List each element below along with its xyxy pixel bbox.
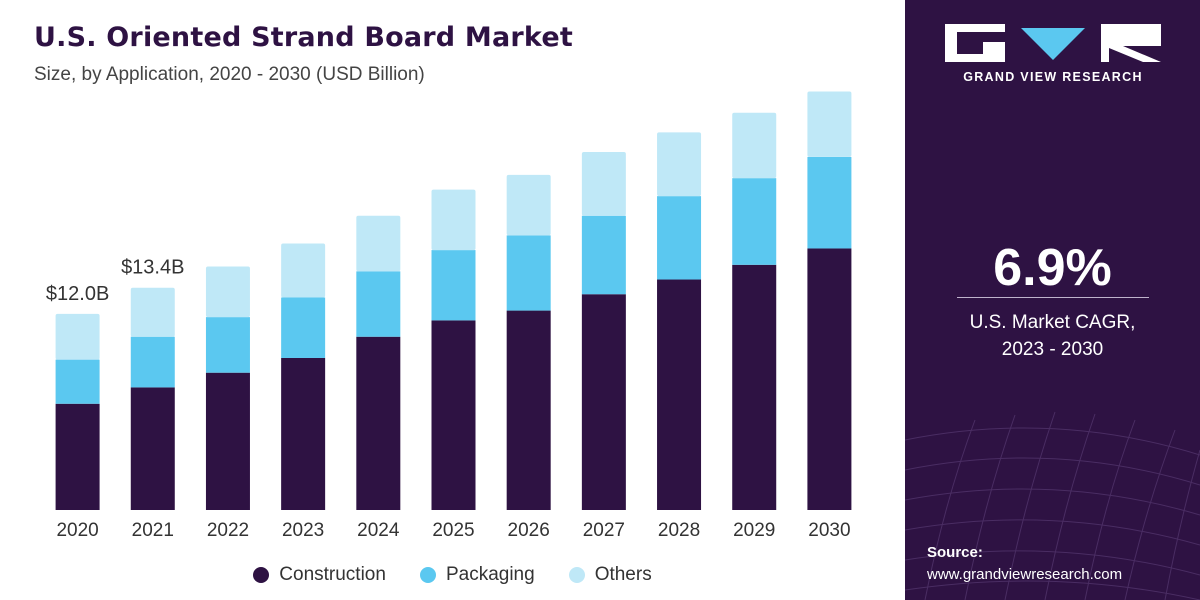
chart-subtitle: Size, by Application, 2020 - 2030 (USD B…: [34, 64, 425, 85]
bar-segment-construction-2024: [356, 336, 401, 510]
chart-title: U.S. Oriented Strand Board Market: [34, 22, 573, 53]
bar-segment-packaging-2030: [807, 156, 852, 249]
x-tick-label: 2020: [56, 520, 98, 541]
source-title: Source:: [927, 544, 983, 561]
bar-segment-construction-2027: [581, 294, 626, 510]
legend-swatch: [419, 567, 436, 583]
bar-segment-packaging-2027: [581, 215, 626, 295]
x-tick-label: 2026: [508, 520, 550, 541]
chart-panel: U.S. Oriented Strand Board Market Size, …: [0, 22, 905, 590]
grand-view-research-logo: GRAND VIEW RESEARCH: [943, 22, 1163, 92]
info-sidebar: GRAND VIEW RESEARCH 6.9% U.S. Market CAG…: [905, 0, 1200, 600]
legend-label: Packaging: [445, 564, 535, 585]
bar-segment-construction-2026: [506, 310, 551, 510]
grid-decoration: [905, 411, 1200, 600]
bar-segment-construction-2020: [55, 403, 100, 510]
x-tick-label: 2021: [132, 520, 174, 541]
data-label-2021: $13.4B: [121, 257, 184, 279]
bar-segment-packaging-2028: [657, 196, 702, 280]
bar-segment-construction-2022: [205, 372, 250, 510]
legend-swatch: [253, 567, 270, 583]
x-tick-label: 2028: [658, 520, 700, 541]
bar-segment-packaging-2023: [281, 297, 326, 358]
gvr-logo-mark-icon: [945, 24, 1161, 62]
bar-segment-others-2028: [657, 132, 702, 197]
cagr-label-line1: U.S. Market CAGR,: [969, 312, 1136, 333]
bar-segment-others-2025: [431, 189, 476, 251]
bar-segment-packaging-2024: [356, 271, 401, 337]
legend-item-others: Others: [568, 564, 652, 586]
legend-item-construction: Construction: [253, 564, 386, 586]
logo-text: GRAND VIEW RESEARCH: [963, 70, 1143, 84]
bar-segment-construction-2025: [431, 320, 476, 510]
bar-segment-others-2026: [506, 174, 551, 236]
legend-item-packaging: Packaging: [419, 564, 535, 586]
bar-segment-construction-2021: [130, 387, 175, 510]
bar-segment-packaging-2026: [506, 235, 551, 311]
data-label-2020: $12.0B: [46, 283, 109, 305]
x-tick-label: 2024: [357, 520, 400, 541]
bar-segment-construction-2029: [732, 264, 777, 510]
bar-segment-others-2021: [130, 287, 175, 337]
legend-swatch: [568, 567, 585, 583]
chart-legend: Construction Packaging Others: [0, 560, 905, 590]
bar-segment-packaging-2029: [732, 178, 777, 265]
bar-segment-others-2023: [281, 243, 326, 298]
x-tick-label: 2025: [432, 520, 474, 541]
x-tick-label: 2023: [282, 520, 324, 541]
bar-segment-packaging-2022: [205, 317, 250, 373]
bar-segment-packaging-2020: [55, 359, 100, 404]
cagr-divider: [957, 297, 1149, 298]
bar-segment-others-2029: [732, 112, 777, 179]
bar-segment-construction-2028: [657, 279, 702, 510]
bar-segment-others-2020: [55, 313, 100, 360]
cagr-value: 6.9%: [993, 239, 1112, 297]
cagr-label-line2: 2023 - 2030: [1001, 339, 1104, 360]
x-tick-label: 2030: [808, 520, 850, 541]
bar-segment-construction-2023: [281, 357, 326, 510]
bar-segment-others-2022: [205, 266, 250, 318]
x-tick-label: 2029: [733, 520, 775, 541]
bar-segment-packaging-2021: [130, 336, 175, 388]
bar-segment-construction-2030: [807, 248, 852, 510]
legend-label: Others: [594, 564, 652, 585]
legend-label: Construction: [279, 564, 386, 585]
source-url: www.grandviewresearch.com: [927, 566, 1123, 583]
x-tick-label: 2027: [583, 520, 625, 541]
bar-segment-packaging-2025: [431, 250, 476, 321]
bar-segment-others-2024: [356, 215, 401, 272]
bar-segment-others-2030: [807, 91, 852, 157]
x-tick-label: 2022: [207, 520, 249, 541]
bar-segment-others-2027: [581, 152, 626, 216]
cagr-label: U.S. Market CAGR, 2023 - 2030: [905, 309, 1200, 363]
stacked-bar-chart: 2020 $12.0B 2021 $13.4B 2022 2023 2024 2025 2026…: [46, 91, 852, 541]
